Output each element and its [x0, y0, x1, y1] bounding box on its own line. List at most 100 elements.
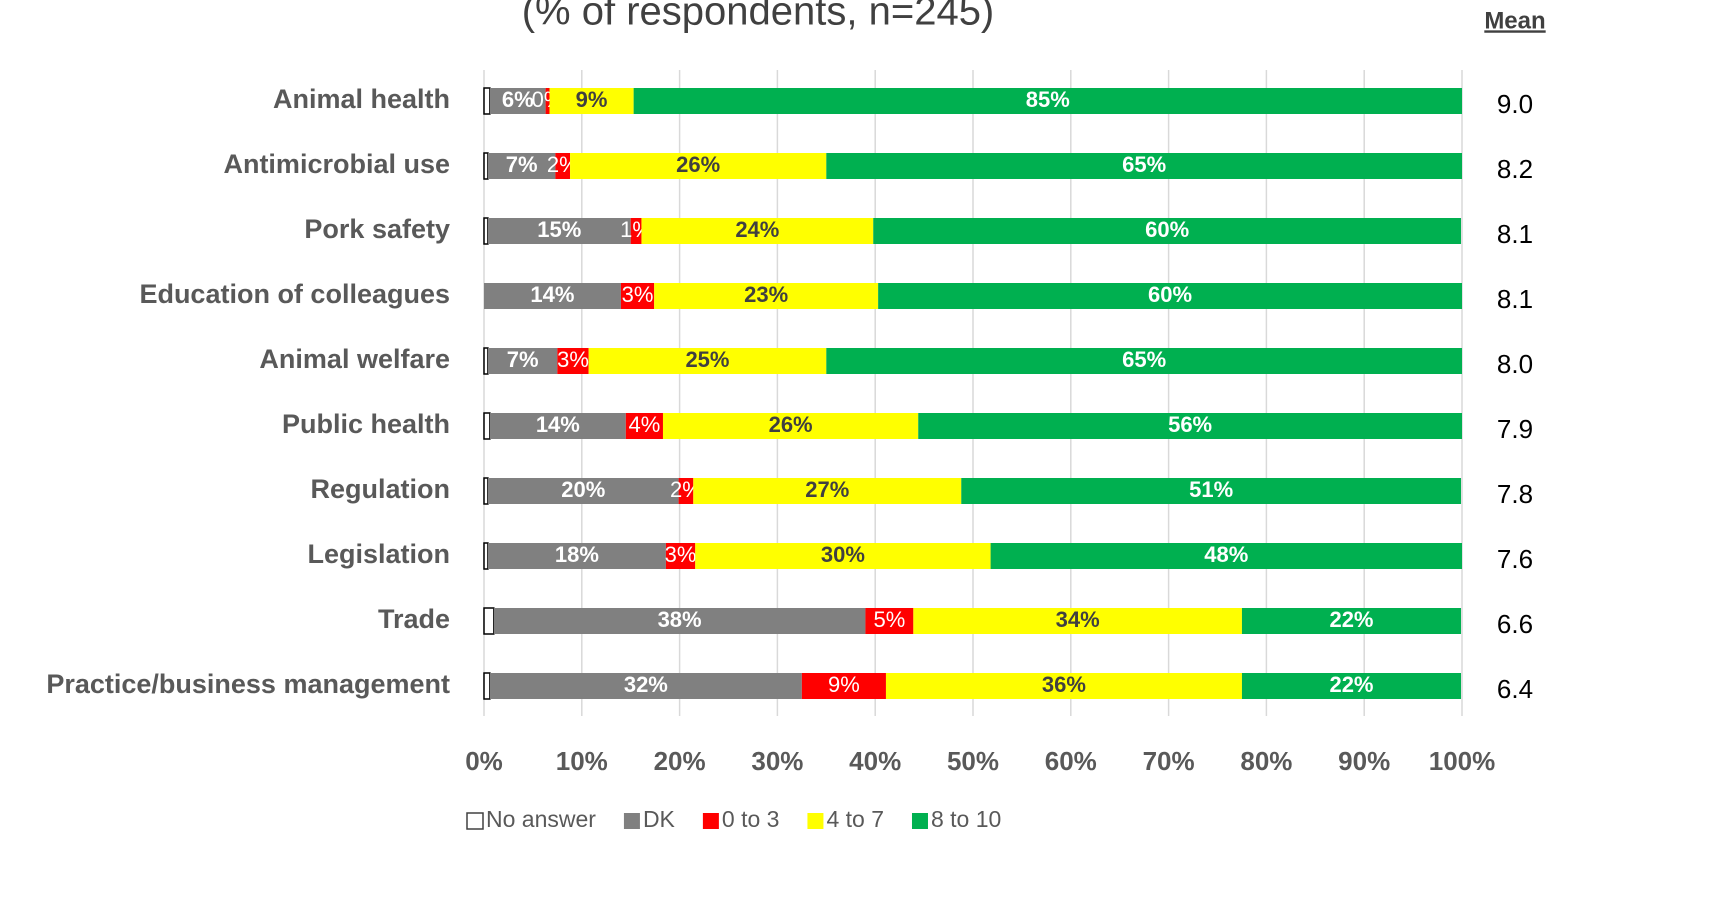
bar-segment	[483, 152, 489, 180]
category-label: Public health	[282, 409, 450, 439]
bar-segment	[913, 608, 1242, 634]
bar-segment	[678, 478, 694, 504]
bar-segment	[487, 153, 556, 179]
category-label: Trade	[378, 604, 450, 634]
mean-value: 7.8	[1497, 479, 1533, 509]
data-label: 22%	[1329, 672, 1373, 697]
bar-segment	[878, 283, 1462, 309]
bar-segment	[865, 608, 914, 634]
data-label: 51%	[1189, 477, 1233, 502]
bar-segment	[630, 218, 642, 244]
data-label: 20%	[561, 477, 605, 502]
bar-segment	[885, 673, 1242, 699]
mean-header: Mean	[1484, 7, 1545, 34]
bar-segment	[549, 88, 634, 114]
bar-segment	[625, 413, 663, 439]
mean-value: 8.2	[1497, 154, 1533, 184]
mean-value: 9.0	[1497, 89, 1533, 119]
bar-segment	[545, 88, 550, 114]
mean-value: 7.9	[1497, 414, 1533, 444]
data-label: 27%	[805, 477, 849, 502]
data-label: 3%	[622, 282, 654, 307]
bar-segment	[487, 543, 666, 569]
bar-segment	[588, 348, 827, 374]
data-label: 9%	[828, 672, 860, 697]
bar-segment	[555, 153, 571, 179]
mean-value: 7.6	[1497, 544, 1533, 574]
data-label: 14%	[530, 282, 574, 307]
bar-segment	[570, 153, 827, 179]
data-label: 25%	[685, 347, 729, 372]
bar-segment	[826, 348, 1462, 374]
data-label: 4%	[628, 412, 660, 437]
bar-segment	[826, 153, 1462, 179]
category-label: Legislation	[307, 539, 450, 569]
data-label: 22%	[1329, 607, 1373, 632]
x-tick-label: 10%	[556, 746, 608, 776]
legend-label: DK	[643, 806, 676, 832]
mean-value: 6.6	[1497, 609, 1533, 639]
x-tick-label: 50%	[947, 746, 999, 776]
data-label: 7%	[506, 152, 538, 177]
data-label: 85%	[1026, 87, 1070, 112]
bar-segment	[918, 413, 1462, 439]
data-label: 60%	[1145, 217, 1189, 242]
bar-segment	[483, 477, 489, 505]
bar-segment	[1241, 608, 1462, 634]
bar-segment	[489, 673, 802, 699]
legend-swatch	[466, 812, 484, 830]
legend-swatch	[911, 813, 928, 829]
data-label: 6%	[502, 87, 534, 112]
bar-segment	[557, 348, 589, 374]
bar-segment	[487, 218, 631, 244]
bar-segment	[633, 88, 1462, 114]
mean-value: 8.0	[1497, 349, 1533, 379]
data-label: 23%	[744, 282, 788, 307]
data-label: 32%	[624, 672, 668, 697]
data-label: 26%	[769, 412, 813, 437]
legend-swatch	[623, 813, 640, 829]
category-label: Education of colleagues	[139, 279, 450, 309]
legend-label: No answer	[486, 806, 596, 832]
bar-segment	[961, 478, 1462, 504]
legend-swatch	[702, 813, 719, 829]
category-label: Pork safety	[304, 214, 450, 244]
chart-title: (% of respondents, n=245)	[522, 0, 995, 34]
bar-segment	[665, 543, 696, 569]
bar-segment	[483, 347, 489, 375]
legend-label: 0 to 3	[722, 806, 780, 832]
data-label: 60%	[1148, 282, 1192, 307]
bar-segment	[483, 672, 491, 700]
data-label: 26%	[676, 152, 720, 177]
mean-value: 8.1	[1497, 219, 1533, 249]
category-label: Antimicrobial use	[223, 149, 450, 179]
bar-segment	[483, 87, 491, 115]
data-label: 18%	[555, 542, 599, 567]
bar-segment	[620, 283, 655, 309]
data-label: 56%	[1168, 412, 1212, 437]
bar-segment	[483, 542, 489, 570]
data-label: 65%	[1122, 152, 1166, 177]
bar-segment	[483, 217, 489, 245]
bar-segment	[990, 543, 1462, 569]
bar-segment	[662, 413, 919, 439]
category-label: Regulation	[311, 474, 451, 504]
bar-segment	[487, 348, 558, 374]
x-tick-label: 0%	[465, 746, 503, 776]
x-tick-label: 20%	[654, 746, 706, 776]
bar-segment	[801, 673, 886, 699]
data-label: 9%	[576, 87, 608, 112]
x-tick-label: 60%	[1045, 746, 1097, 776]
bar-segment	[483, 412, 491, 440]
bar-segment	[487, 478, 679, 504]
data-label: 34%	[1056, 607, 1100, 632]
legend-label: 8 to 10	[931, 806, 1001, 832]
data-label: 5%	[873, 607, 905, 632]
bar-segment	[693, 478, 962, 504]
x-tick-label: 100%	[1429, 746, 1496, 776]
data-label: 65%	[1122, 347, 1166, 372]
data-label: 48%	[1204, 542, 1248, 567]
data-label: 7%	[507, 347, 539, 372]
category-label: Animal welfare	[259, 344, 450, 374]
